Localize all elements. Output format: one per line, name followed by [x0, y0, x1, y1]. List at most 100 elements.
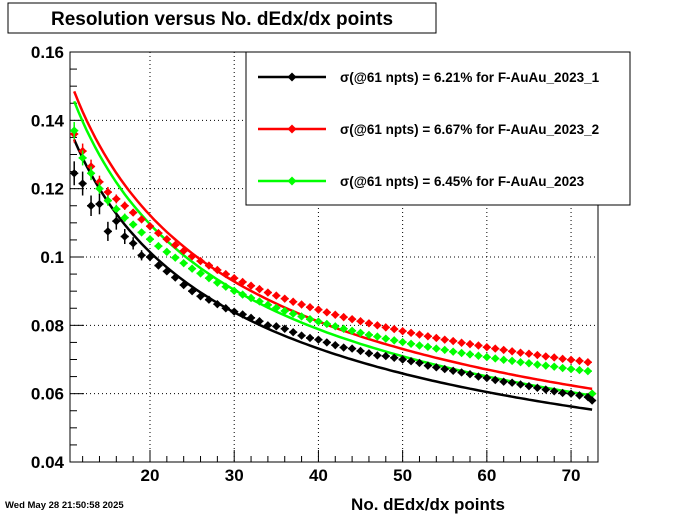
point-marker: [516, 358, 525, 367]
data-point: [541, 361, 550, 370]
data-point: [305, 314, 315, 324]
point-marker: [70, 169, 79, 178]
point-marker: [558, 388, 567, 398]
point-marker: [120, 213, 129, 222]
point-marker: [482, 343, 492, 352]
point-marker: [457, 338, 466, 347]
point-marker: [507, 356, 517, 366]
point-marker: [255, 317, 264, 326]
data-point: [246, 281, 256, 290]
data-point: [95, 182, 104, 195]
point-marker: [187, 264, 197, 273]
data-point: [322, 308, 332, 317]
data-point: [137, 250, 146, 261]
data-point: [398, 355, 407, 364]
data-point: [440, 364, 449, 374]
data-point: [86, 195, 96, 216]
data-point: [482, 352, 492, 362]
point-marker: [221, 269, 230, 279]
point-marker: [171, 273, 180, 282]
point-marker: [373, 321, 382, 330]
point-marker: [322, 319, 332, 329]
point-marker: [516, 380, 525, 389]
data-point: [272, 291, 281, 300]
data-point: [474, 341, 483, 350]
data-point: [448, 347, 458, 356]
data-point: [280, 294, 289, 303]
point-marker: [541, 361, 550, 370]
point-marker: [213, 265, 222, 275]
data-point: [558, 354, 567, 364]
point-marker: [398, 355, 407, 364]
point-marker: [103, 187, 113, 197]
legend-label: σ(@61 npts) = 6.67% for F-AuAu_2023_2: [340, 122, 599, 137]
data-point: [381, 351, 390, 361]
point-marker: [322, 308, 332, 317]
data-point: [356, 346, 365, 356]
point-marker: [364, 349, 374, 358]
data-point: [331, 310, 340, 319]
data-point: [120, 228, 129, 245]
point-marker: [406, 357, 416, 366]
point-marker: [128, 220, 138, 229]
legend-entries: σ(@61 npts) = 6.21% for F-AuAu_2023_1 σ(@…: [258, 70, 600, 189]
point-marker: [128, 208, 138, 217]
point-marker: [263, 321, 273, 330]
data-point: [322, 319, 332, 329]
point-marker: [356, 346, 365, 356]
data-point: [423, 332, 433, 341]
data-point: [516, 348, 525, 357]
point-marker: [213, 299, 222, 309]
data-point: [364, 349, 374, 358]
data-point: [583, 392, 593, 402]
data-point: [550, 387, 559, 396]
point-marker: [415, 358, 424, 368]
point-marker: [415, 330, 424, 339]
data-point: [406, 328, 416, 338]
chart-title-box: [7, 2, 437, 34]
point-marker: [364, 319, 374, 328]
data-point: [432, 333, 441, 343]
point-marker: [255, 284, 264, 294]
point-marker: [524, 359, 534, 368]
point-marker: [373, 332, 382, 341]
point-marker: [339, 312, 348, 322]
data-point: [213, 299, 222, 309]
point-marker: [280, 306, 289, 316]
data-point: [406, 357, 416, 366]
point-marker: [86, 201, 96, 210]
point-marker: [280, 324, 289, 333]
data-point: [263, 288, 273, 297]
point-marker: [280, 294, 289, 303]
data-point: [280, 324, 289, 333]
point-marker: [465, 339, 475, 349]
point-marker: [230, 307, 239, 316]
data-point: [305, 303, 315, 312]
data-point: [465, 369, 475, 379]
data-point: [491, 344, 500, 353]
point-marker: [305, 314, 315, 324]
tick-labels: 20 30 40 50 60 70 0.04 0.06 0.08 0.1 0.12 0.14 0.16: [31, 43, 581, 485]
point-marker: [137, 228, 146, 237]
point-marker: [474, 341, 483, 350]
point-marker: [491, 375, 500, 385]
point-marker: [507, 378, 517, 387]
legend: σ(@61 npts) = 6.21% for F-AuAu_2023_1 σ(@…: [245, 51, 631, 206]
data-point: [533, 350, 542, 360]
point-marker: [432, 333, 441, 343]
point-marker: [373, 351, 382, 360]
point-marker: [204, 295, 214, 304]
data-points: [70, 122, 597, 405]
data-point: [162, 235, 172, 244]
point-marker: [103, 227, 113, 236]
point-marker: [221, 304, 230, 313]
data-point: [533, 383, 542, 393]
point-marker: [550, 353, 559, 362]
data-point: [474, 351, 483, 360]
data-point: [356, 328, 365, 338]
data-point: [448, 336, 458, 346]
data-point: [339, 343, 348, 352]
point-marker: [533, 383, 542, 393]
data-point: [339, 324, 348, 333]
point-marker: [246, 313, 256, 323]
